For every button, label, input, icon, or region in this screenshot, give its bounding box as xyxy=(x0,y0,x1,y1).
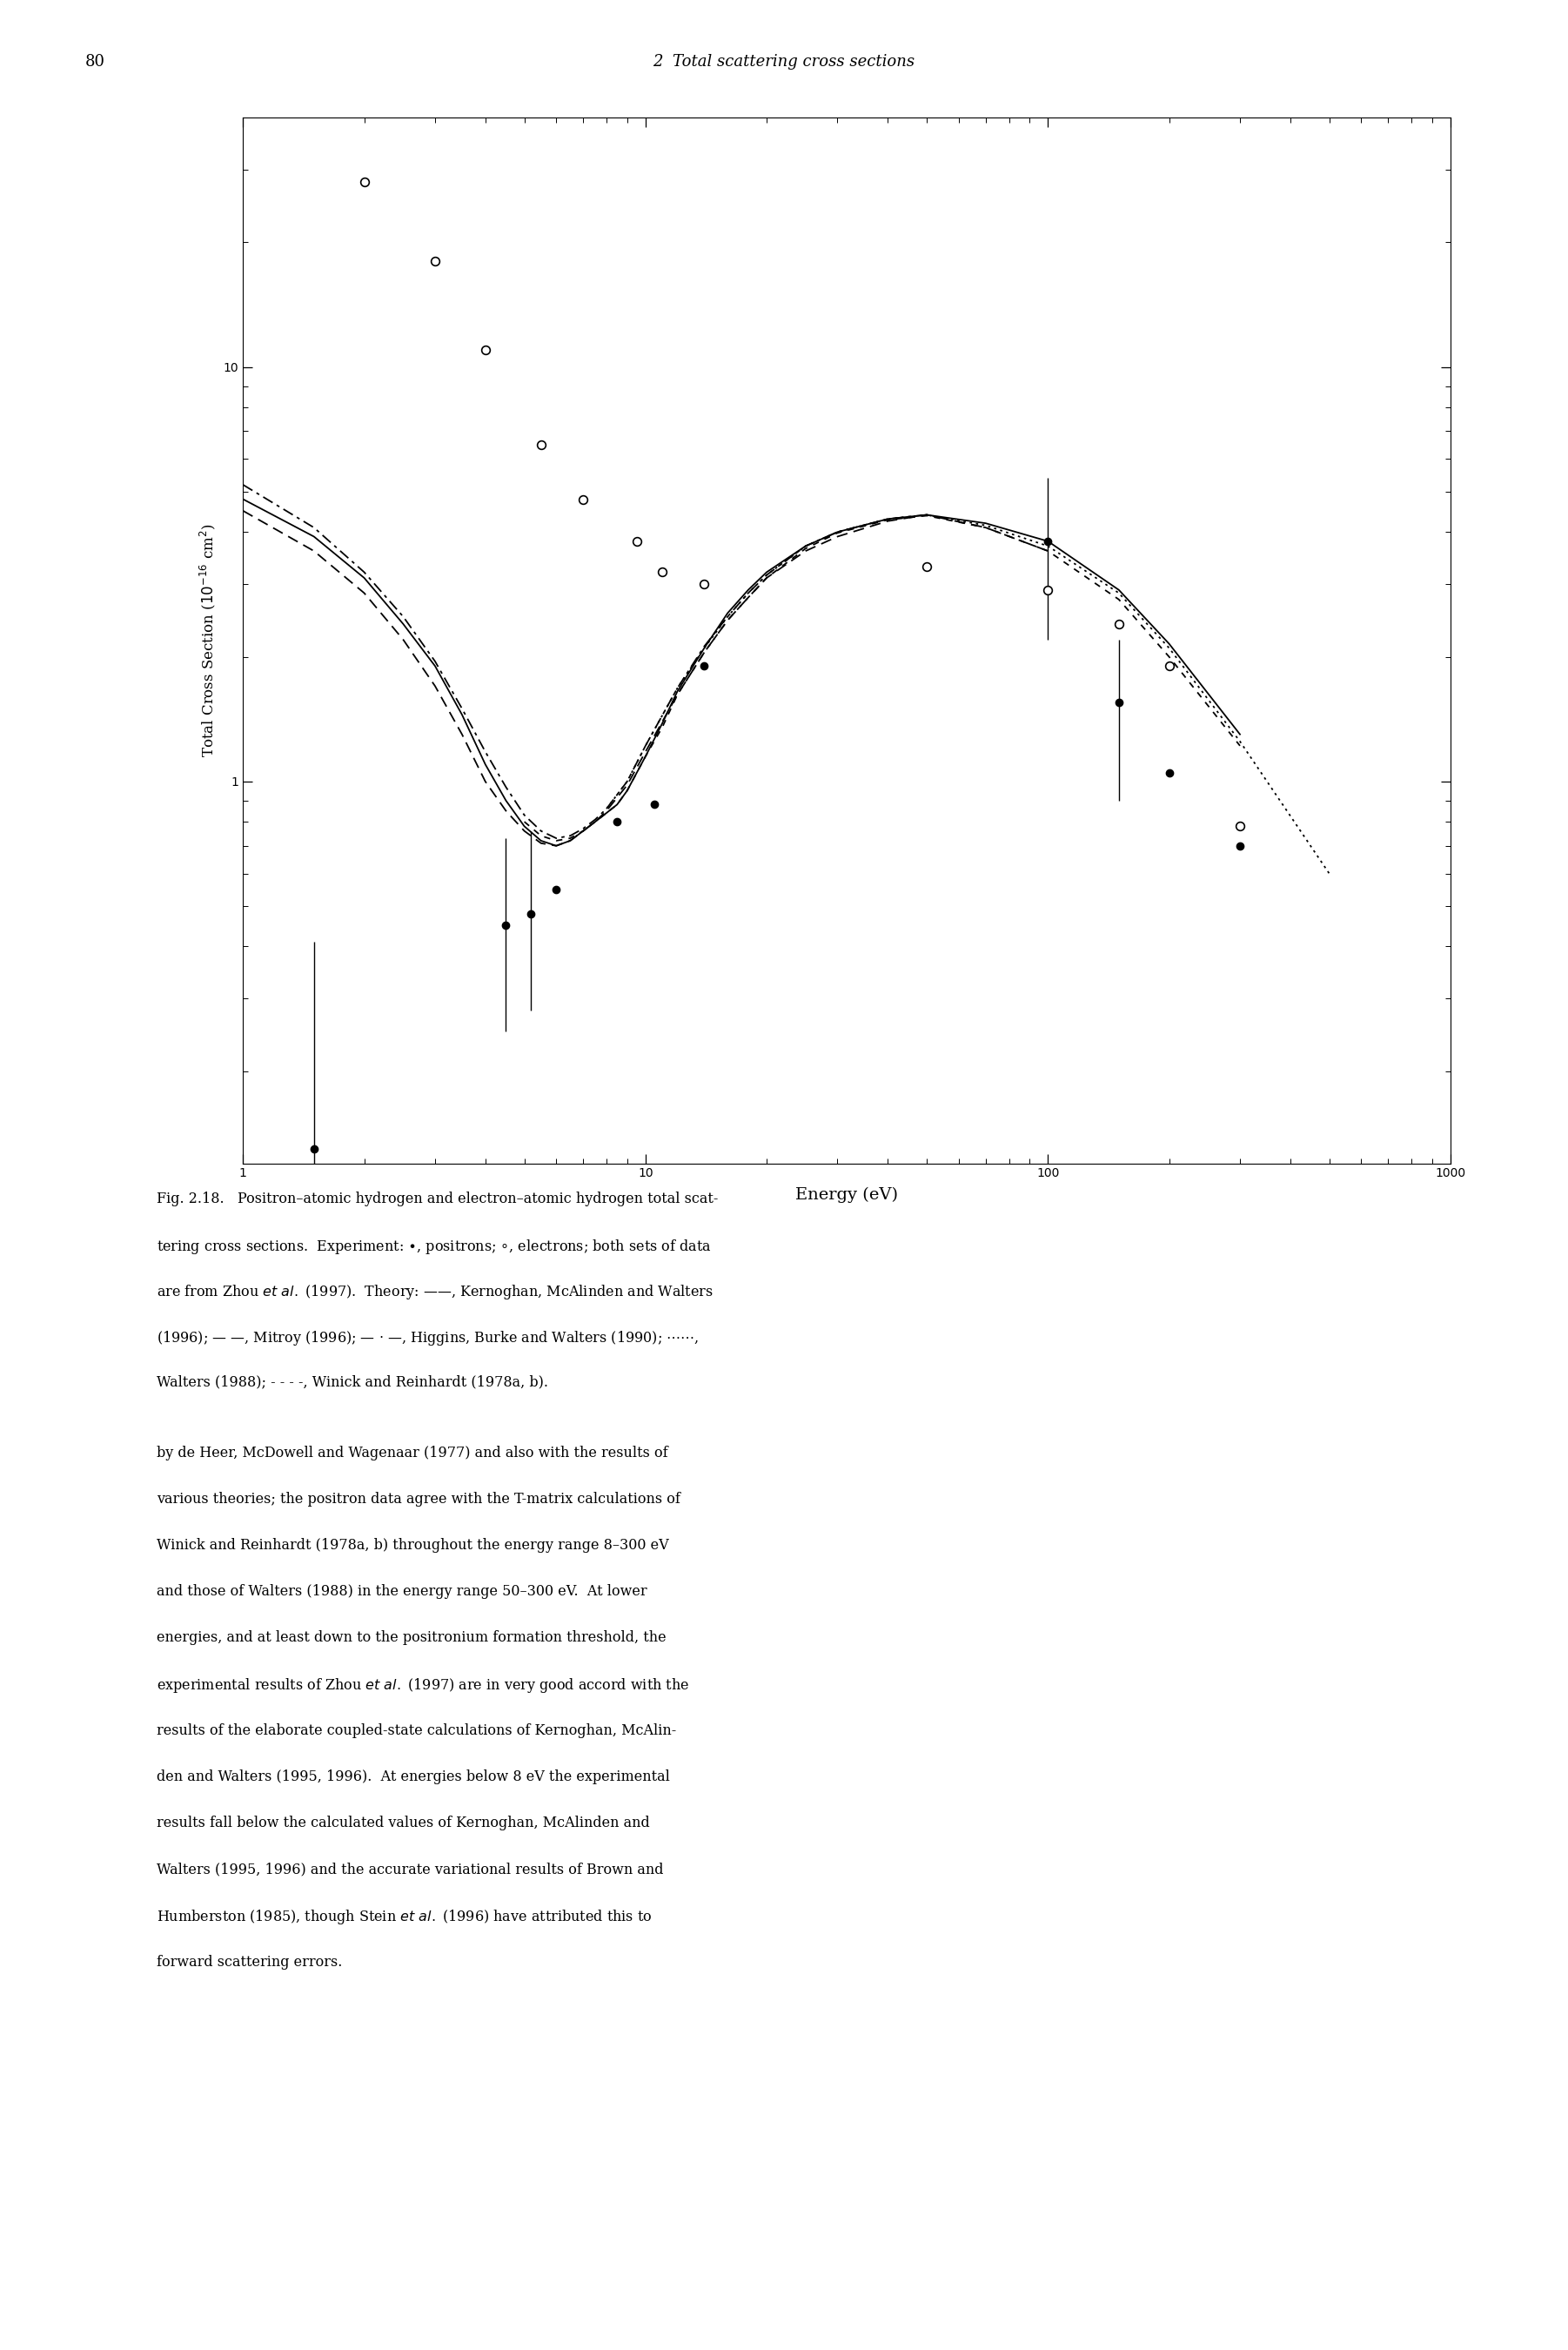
Text: Fig. 2.18.   Positron–atomic hydrogen and electron–atomic hydrogen total scat-: Fig. 2.18. Positron–atomic hydrogen and … xyxy=(157,1191,718,1206)
Text: by de Heer, McDowell and Wagenaar (1977) and also with the results of: by de Heer, McDowell and Wagenaar (1977)… xyxy=(157,1445,668,1459)
X-axis label: Energy (eV): Energy (eV) xyxy=(795,1187,898,1203)
Text: tering cross sections.  Experiment: $\bullet$, positrons; $\circ$, electrons; bo: tering cross sections. Experiment: $\bul… xyxy=(157,1236,712,1255)
Text: den and Walters (1995, 1996).  At energies below 8 eV the experimental: den and Walters (1995, 1996). At energie… xyxy=(157,1770,670,1784)
Text: Humberston (1985), though Stein $\mathit{et\ al.}$ (1996) have attributed this t: Humberston (1985), though Stein $\mathit… xyxy=(157,1908,652,1927)
Text: results of the elaborate coupled-state calculations of Kernoghan, McAlin-: results of the elaborate coupled-state c… xyxy=(157,1723,676,1737)
Text: various theories; the positron data agree with the T-matrix calculations of: various theories; the positron data agre… xyxy=(157,1492,681,1506)
Y-axis label: Total Cross Section ($10^{-16}$ cm$^2$): Total Cross Section ($10^{-16}$ cm$^2$) xyxy=(198,524,218,757)
Text: Walters (1995, 1996) and the accurate variational results of Brown and: Walters (1995, 1996) and the accurate va… xyxy=(157,1861,663,1878)
Text: Winick and Reinhardt (1978a, b) throughout the energy range 8–300 eV: Winick and Reinhardt (1978a, b) througho… xyxy=(157,1537,670,1553)
Text: energies, and at least down to the positronium formation threshold, the: energies, and at least down to the posit… xyxy=(157,1631,666,1645)
Text: Walters (1988); - - - -, Winick and Reinhardt (1978a, b).: Walters (1988); - - - -, Winick and Rein… xyxy=(157,1375,549,1389)
Text: results fall below the calculated values of Kernoghan, McAlinden and: results fall below the calculated values… xyxy=(157,1817,651,1831)
Text: forward scattering errors.: forward scattering errors. xyxy=(157,1955,342,1969)
Text: 2  Total scattering cross sections: 2 Total scattering cross sections xyxy=(652,54,916,70)
Text: and those of Walters (1988) in the energy range 50–300 eV.  At lower: and those of Walters (1988) in the energ… xyxy=(157,1584,648,1598)
Text: 80: 80 xyxy=(85,54,105,70)
Text: experimental results of Zhou $\mathit{et\ al.}$ (1997) are in very good accord w: experimental results of Zhou $\mathit{et… xyxy=(157,1678,690,1694)
Text: (1996); — —, Mitroy (1996); — $\cdot$ —, Higgins, Burke and Walters (1990); $\cd: (1996); — —, Mitroy (1996); — $\cdot$ —,… xyxy=(157,1330,699,1347)
Text: are from Zhou $\mathit{et\ al.}$ (1997).  Theory: ——, Kernoghan, McAlinden and W: are from Zhou $\mathit{et\ al.}$ (1997).… xyxy=(157,1283,713,1302)
